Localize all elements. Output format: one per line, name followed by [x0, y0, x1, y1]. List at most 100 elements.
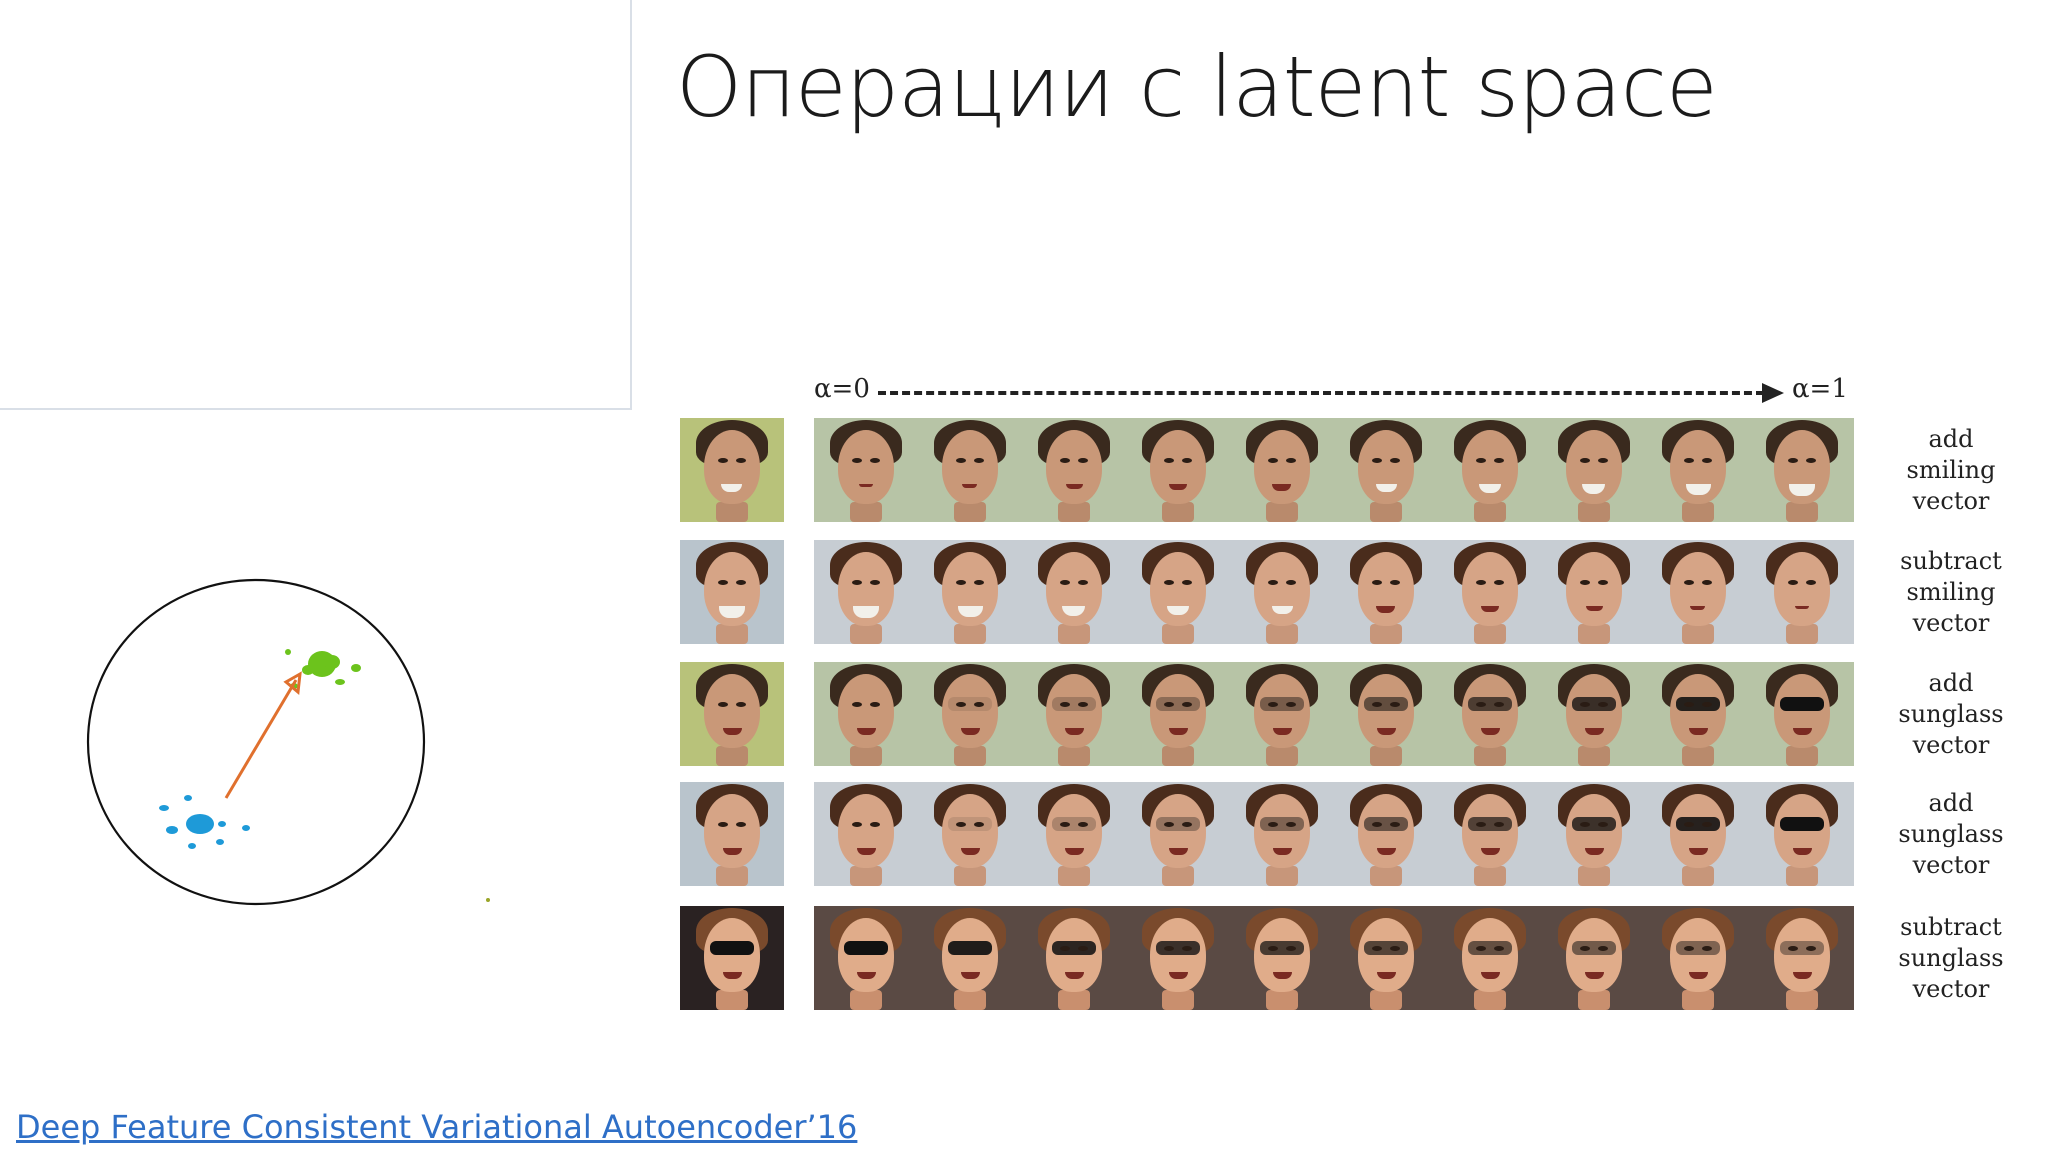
original-face: [680, 662, 784, 766]
interpolated-face: [1022, 662, 1126, 766]
interpolated-face: [918, 540, 1022, 644]
row-label-line: vector: [1912, 850, 1990, 879]
alpha-arrowhead: [1762, 383, 1784, 403]
interpolated-face: [1646, 906, 1750, 1010]
interpolated-face: [1230, 540, 1334, 644]
row-label-line: add: [1928, 788, 1974, 817]
row-label-line: subtract: [1900, 546, 2002, 575]
interpolated-face: [1334, 418, 1438, 522]
interpolated-face: [1334, 782, 1438, 886]
row-label-line: add: [1928, 424, 1974, 453]
row-label: add sunglass vector: [1886, 782, 2016, 886]
latent-direction-arrow: [224, 679, 298, 799]
interpolated-face: [1750, 782, 1854, 886]
source-point: [242, 825, 250, 831]
row-label-line: smiling: [1906, 455, 1996, 484]
face-row: add sunglass vector: [680, 662, 2004, 766]
interpolated-face: [1126, 662, 1230, 766]
interpolated-face: [1126, 906, 1230, 1010]
face-interpolation-figure: α=0 α=1 add smiling vector subtract smiling v…: [680, 370, 2004, 1020]
interpolated-face: [1750, 662, 1854, 766]
stray-dot: [486, 898, 490, 902]
target-point: [335, 679, 345, 685]
alpha-end-label: α=1: [1792, 374, 1848, 404]
row-label: subtract smiling vector: [1886, 540, 2016, 644]
interpolated-face: [1750, 418, 1854, 522]
source-point: [216, 839, 224, 845]
row-label-line: add: [1928, 668, 1974, 697]
original-face: [680, 906, 784, 1010]
interpolated-face: [1646, 782, 1750, 886]
interpolated-face: [1334, 540, 1438, 644]
interpolated-face: [1022, 418, 1126, 522]
interpolated-face: [1022, 906, 1126, 1010]
target-point: [351, 664, 361, 672]
citation-link[interactable]: Deep Feature Consistent Variational Auto…: [16, 1108, 858, 1146]
interpolated-face: [1438, 782, 1542, 886]
row-label-line: sunglass: [1898, 699, 2004, 728]
latent-space-diagram: [86, 578, 490, 906]
interpolated-face: [1126, 418, 1230, 522]
latent-space-diagram-panel: [0, 412, 602, 972]
row-label-line: vector: [1912, 974, 1990, 1003]
interpolated-face: [918, 418, 1022, 522]
alpha-dashed-line: [878, 391, 1764, 395]
interpolated-face: [1230, 906, 1334, 1010]
alpha-start-label: α=0: [814, 374, 870, 404]
interpolated-face: [814, 782, 918, 886]
interpolated-face: [1646, 540, 1750, 644]
face-row: add sunglass vector: [680, 782, 2004, 886]
source-point: [188, 843, 196, 849]
row-label-line: subtract: [1900, 912, 2002, 941]
alpha-axis: α=0 α=1: [814, 370, 1864, 410]
interpolated-face: [1750, 906, 1854, 1010]
face-row: subtract smiling vector: [680, 540, 2002, 644]
interpolated-face: [918, 906, 1022, 1010]
original-face: [680, 540, 784, 644]
interpolated-face: [1022, 782, 1126, 886]
source-point: [218, 821, 226, 827]
interpolated-face: [1438, 540, 1542, 644]
interpolated-face: [1646, 662, 1750, 766]
interpolated-face: [1438, 662, 1542, 766]
row-label: add sunglass vector: [1886, 662, 2016, 766]
interpolated-face: [1542, 418, 1646, 522]
interpolated-face: [1542, 906, 1646, 1010]
interpolated-face: [814, 418, 918, 522]
interpolated-face: [1750, 540, 1854, 644]
interpolated-face: [1230, 782, 1334, 886]
row-label: add smiling vector: [1886, 418, 2016, 522]
row-label-line: vector: [1912, 486, 1990, 515]
interpolated-face: [814, 906, 918, 1010]
source-point: [159, 805, 169, 811]
original-face: [680, 418, 784, 522]
interpolated-face: [1542, 662, 1646, 766]
row-label-line: vector: [1912, 730, 1990, 759]
row-label-line: vector: [1912, 608, 1990, 637]
interpolated-face: [1542, 540, 1646, 644]
interpolated-face: [1438, 418, 1542, 522]
interpolated-face: [1126, 540, 1230, 644]
row-label-line: sunglass: [1898, 943, 2004, 972]
interpolated-face: [918, 782, 1022, 886]
source-point: [184, 795, 192, 801]
face-row: add smiling vector: [680, 418, 2000, 522]
target-point: [302, 665, 314, 675]
interpolated-face: [1022, 540, 1126, 644]
interpolated-face: [814, 540, 918, 644]
slide-title: Операции с latent space: [676, 38, 1718, 136]
row-label: subtract sunglass vector: [1886, 906, 2016, 1010]
target-point: [285, 649, 291, 655]
interpolated-face: [918, 662, 1022, 766]
interpolated-face: [1126, 782, 1230, 886]
interpolated-face: [1230, 418, 1334, 522]
interpolated-face: [814, 662, 918, 766]
latent-direction-arrowhead: [283, 671, 302, 695]
target-point: [324, 655, 340, 669]
face-row: subtract sunglass vector: [680, 906, 2004, 1010]
original-face: [680, 782, 784, 886]
interpolated-face: [1646, 418, 1750, 522]
source-point: [166, 826, 178, 834]
interpolated-face: [1334, 906, 1438, 1010]
